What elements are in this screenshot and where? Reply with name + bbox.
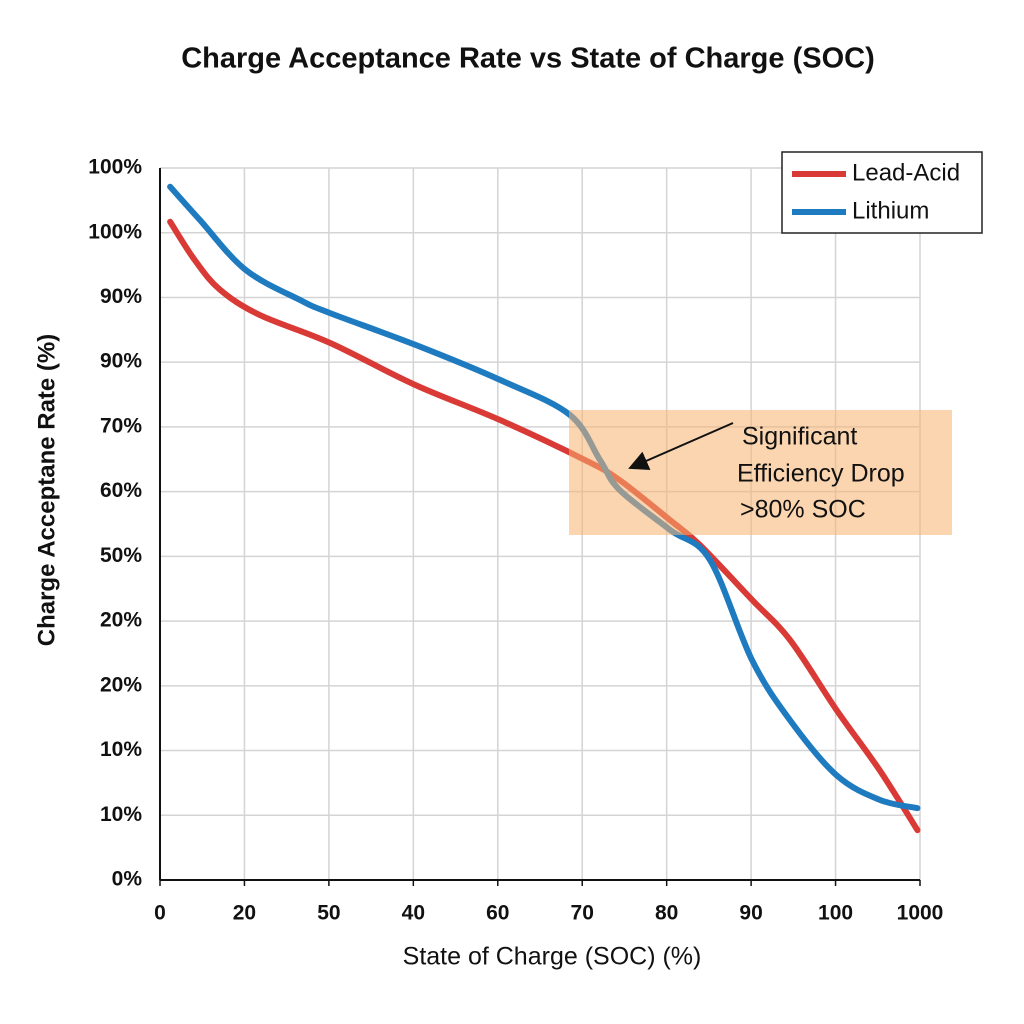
- y-axis-label: Charge Acceptane Rate (%): [33, 334, 60, 647]
- x-tick-label: 90: [739, 902, 762, 925]
- y-tick-label: 60%: [100, 479, 142, 502]
- y-tick-label: 90%: [100, 285, 142, 308]
- x-tick-label: 60: [486, 902, 509, 925]
- annotation-text: Significant: [742, 423, 857, 451]
- y-tick-label: 100%: [88, 220, 142, 243]
- y-tick-label: 10%: [100, 803, 142, 826]
- annotation-text: >80% SOC: [740, 496, 866, 524]
- y-tick-label: 0%: [112, 868, 143, 891]
- y-tick-label: 70%: [100, 414, 142, 437]
- x-tick-label: 0: [154, 902, 166, 925]
- y-tick-label: 90%: [100, 350, 142, 373]
- x-tick-label: 100: [818, 902, 853, 925]
- annotation-text: Efficiency Drop: [737, 460, 905, 488]
- y-tick-label: 10%: [100, 738, 142, 761]
- x-tick-label: 50: [317, 902, 340, 925]
- x-tick-label: 70: [571, 902, 594, 925]
- highlight-region: [569, 410, 952, 535]
- legend-label: Lead-Acid: [852, 159, 960, 186]
- y-tick-label: 20%: [100, 609, 142, 632]
- legend: [781, 151, 983, 234]
- chart-title: Charge Acceptance Rate vs State of Charg…: [181, 43, 875, 75]
- x-tick-label: 20: [233, 902, 256, 925]
- y-tick-label: 100%: [88, 156, 142, 179]
- x-tick-label: 40: [402, 902, 425, 925]
- annotation-arrow: [628, 422, 734, 470]
- legend-label: Lithium: [852, 197, 929, 224]
- x-axis-label: State of Charge (SOC) (%): [403, 943, 702, 971]
- x-tick-label: 80: [655, 902, 678, 925]
- y-tick-label: 50%: [100, 544, 142, 567]
- y-tick-label: 20%: [100, 673, 142, 696]
- x-tick-label: 1000: [897, 902, 944, 925]
